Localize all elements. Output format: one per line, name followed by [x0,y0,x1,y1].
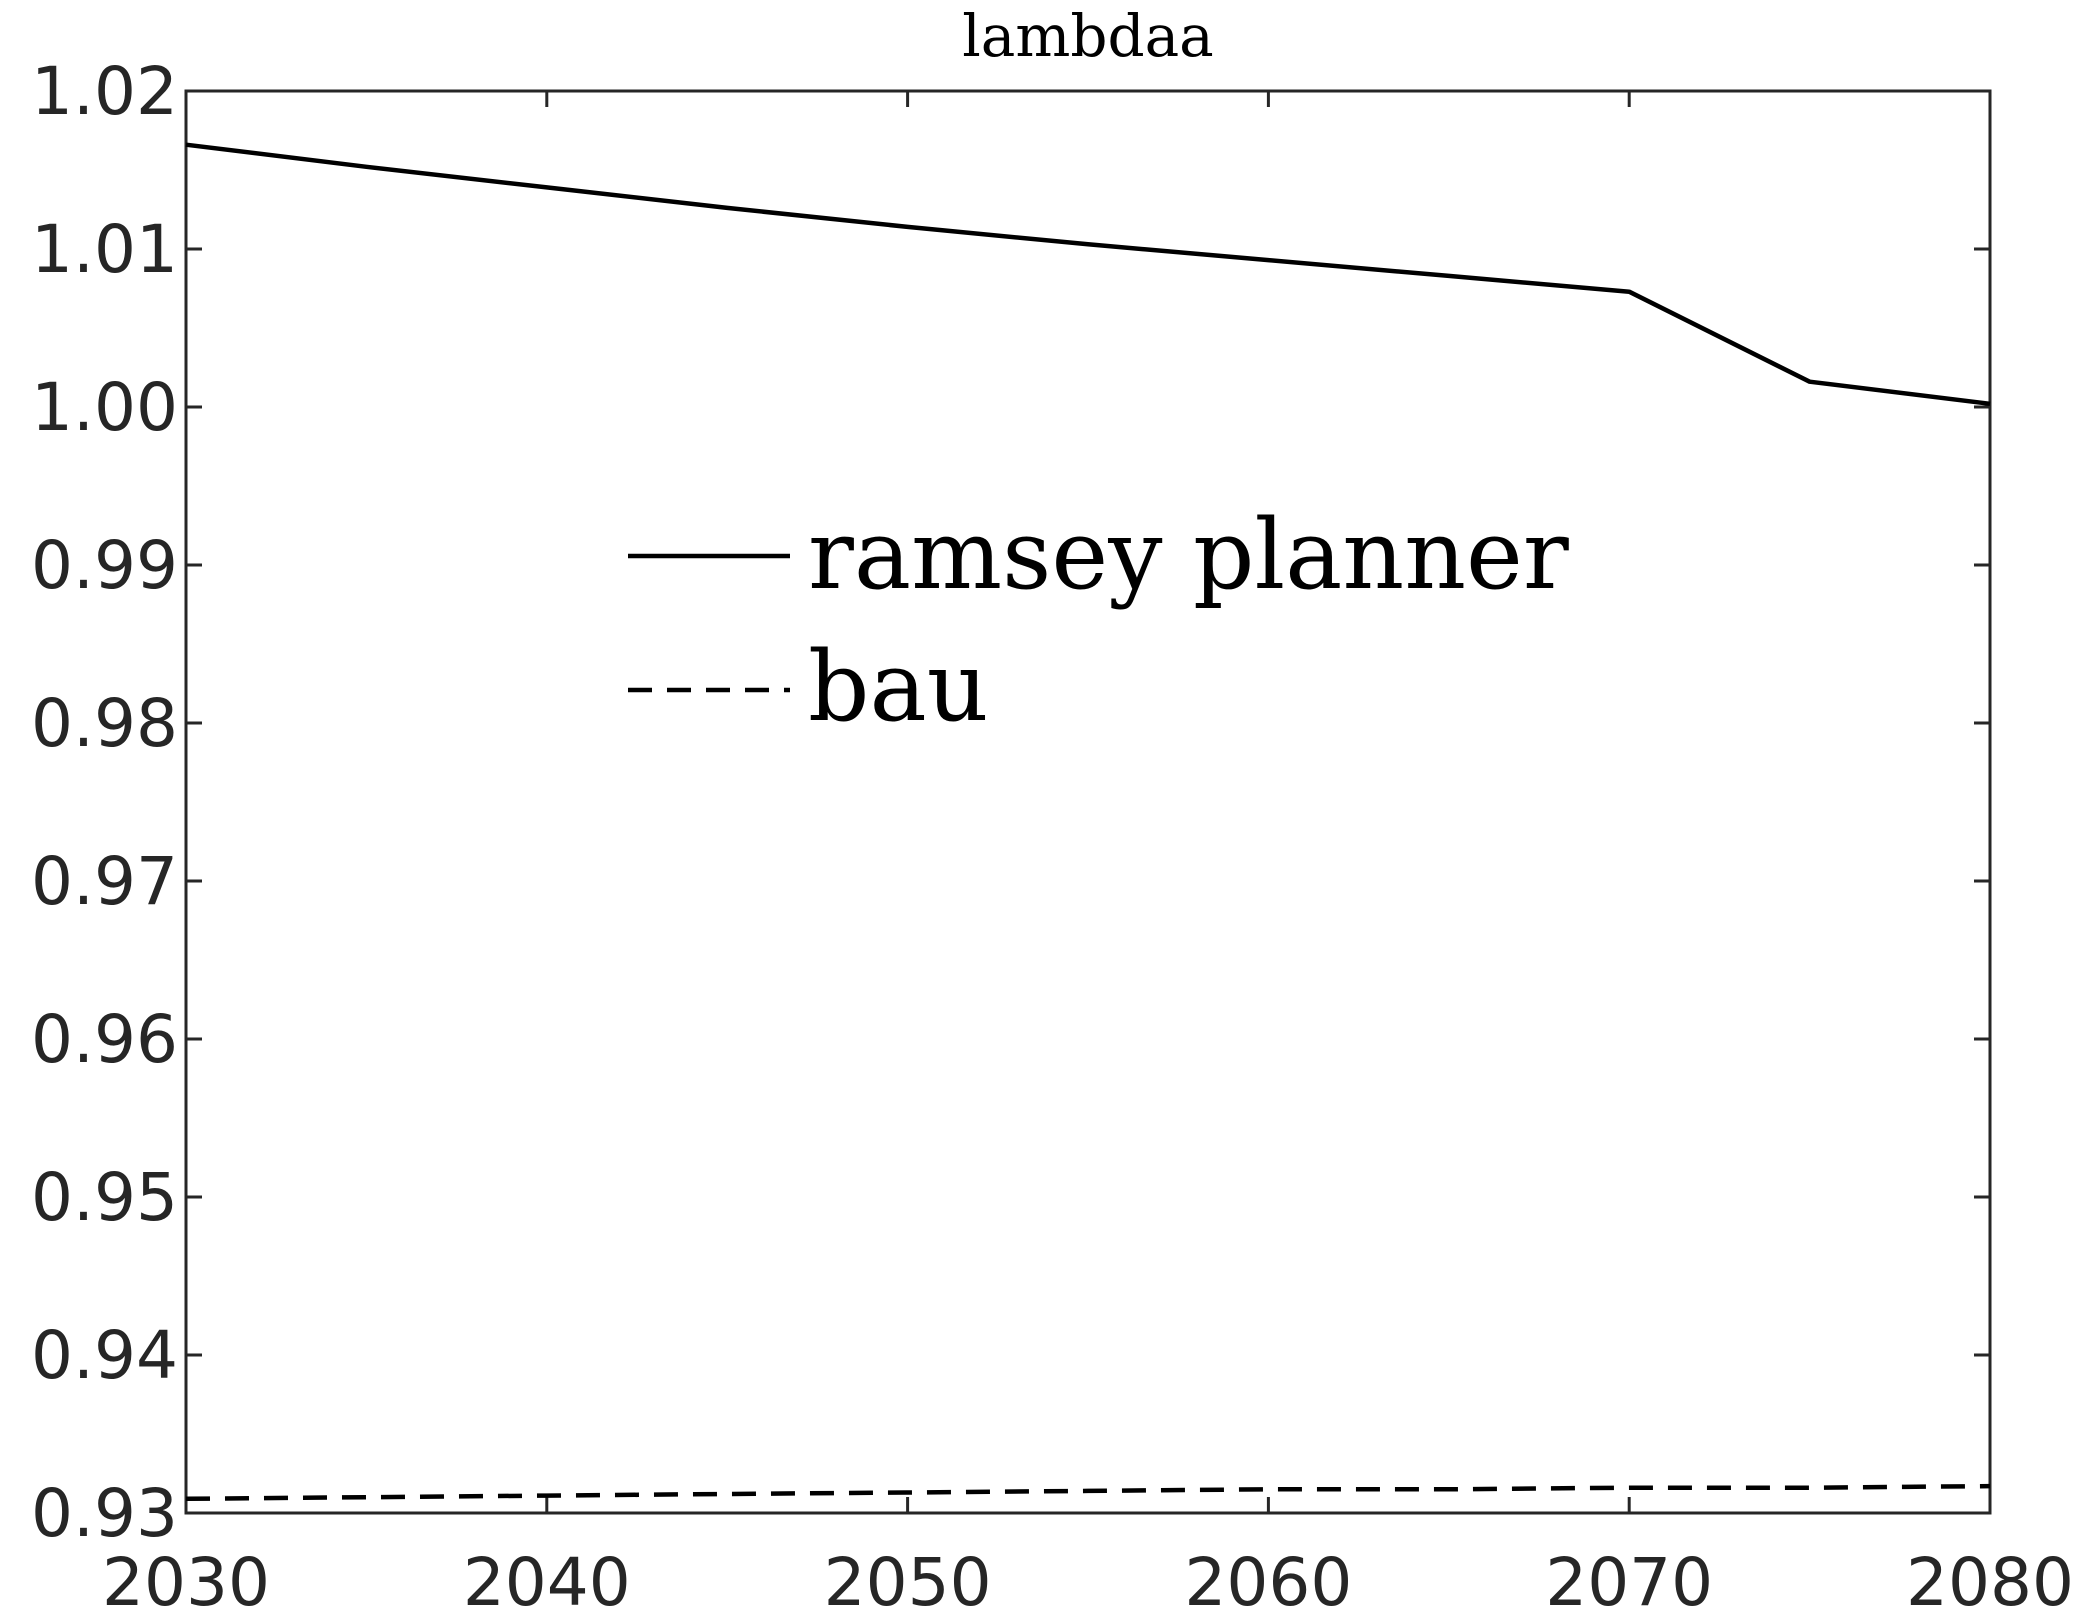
x-tick-label: 2080 [1906,1544,2074,1613]
y-tick-label: 0.98 [31,685,178,762]
y-tick-label: 1.00 [31,369,178,446]
y-tick-label: 0.93 [31,1475,178,1552]
x-tick-label: 2070 [1545,1544,1713,1613]
series-lines [185,142,1991,1502]
y-tick-label: 0.96 [31,1001,178,1078]
y-tick-label: 0.99 [31,527,178,604]
x-tick-label: 2040 [463,1544,631,1613]
x-tick-label: 2060 [1184,1544,1352,1613]
x-tick-label: 2030 [102,1544,270,1613]
y-tick-label: 1.02 [31,53,178,130]
legend-label: ramsey planner [808,499,1569,611]
y-tick-label: 1.01 [31,211,178,288]
y-tick-label: 0.97 [31,843,178,920]
y-tick-label: 0.95 [31,1159,178,1236]
axis-ticks [184,89,1992,1515]
series-line-ramsey-planner [185,142,1991,407]
plot-frame [184,89,1992,1515]
y-tick-label: 0.94 [31,1317,178,1394]
series-line-bau [185,1483,1991,1502]
axis-tick-labels: 2030 2040 2050 2060 2070 2080 0.93 0.94 0.95 0.96… [31,53,2074,1613]
legend-label: bau [808,631,989,743]
chart-title: lambdaa [962,2,1214,70]
x-tick-label: 2050 [824,1544,992,1613]
legend: ramsey planner bau [628,499,1569,743]
